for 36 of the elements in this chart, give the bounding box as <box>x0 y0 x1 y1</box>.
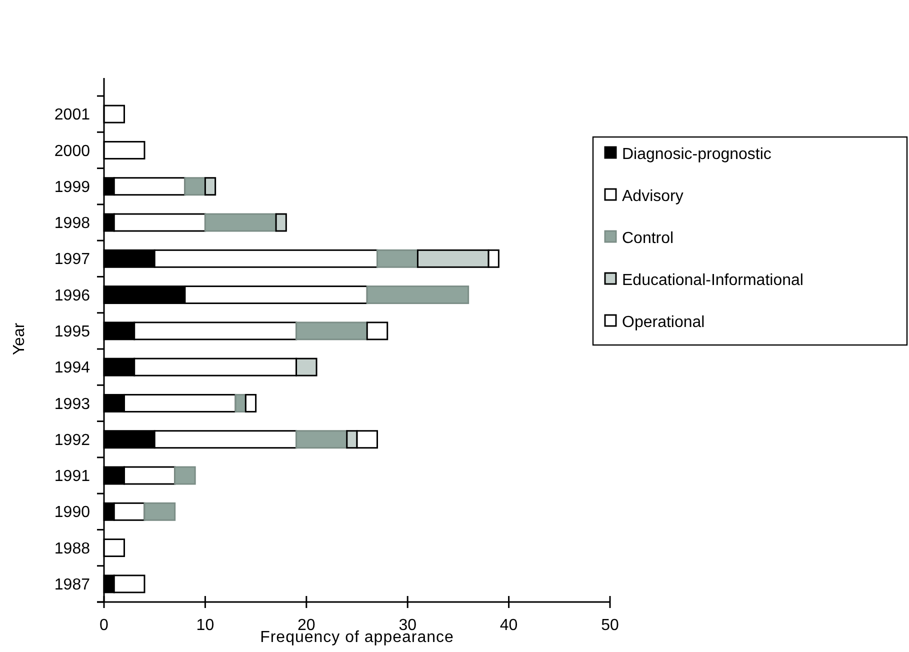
legend-label: Advisory <box>622 188 684 205</box>
y-tick-label: 1988 <box>54 540 90 558</box>
bar <box>204 177 216 196</box>
x-tick-label: 0 <box>100 617 109 634</box>
x-tick-label: 50 <box>601 617 619 634</box>
bar <box>144 502 176 521</box>
legend-label: Operational <box>622 314 705 331</box>
bar <box>376 249 418 268</box>
y-tick-label: 1998 <box>54 215 90 232</box>
bar <box>174 466 196 485</box>
y-tick-label: 1995 <box>54 324 90 341</box>
bar <box>296 322 368 340</box>
x-tick-label: 10 <box>196 617 214 634</box>
y-tick-label: 1990 <box>54 504 90 522</box>
y-tick-label: 1999 <box>54 178 90 196</box>
y-tick-label: 1997 <box>54 251 90 268</box>
bar <box>204 213 277 232</box>
bar <box>184 177 206 196</box>
legend-label: Diagnosic-prognostic <box>622 146 772 163</box>
y-axis-title: Year <box>11 322 28 356</box>
bar <box>366 322 388 340</box>
y-tick-label: 1992 <box>54 432 90 449</box>
y-tick-label: 1996 <box>54 287 90 304</box>
y-tick-label: 1987 <box>54 576 90 594</box>
legend-label: Control <box>622 230 674 247</box>
y-tick-label: 1991 <box>54 468 90 486</box>
x-tick-label: 40 <box>500 617 518 634</box>
y-tick-label: 2000 <box>54 142 90 160</box>
y-tick-label: 1993 <box>54 396 90 413</box>
bar <box>296 430 348 449</box>
legend-label: Educational-Informational <box>622 272 804 289</box>
bar <box>244 394 257 412</box>
bar <box>366 286 470 304</box>
y-tick-label: 1994 <box>54 360 90 377</box>
y-tick-label: 2001 <box>54 106 90 124</box>
bar <box>275 213 287 232</box>
